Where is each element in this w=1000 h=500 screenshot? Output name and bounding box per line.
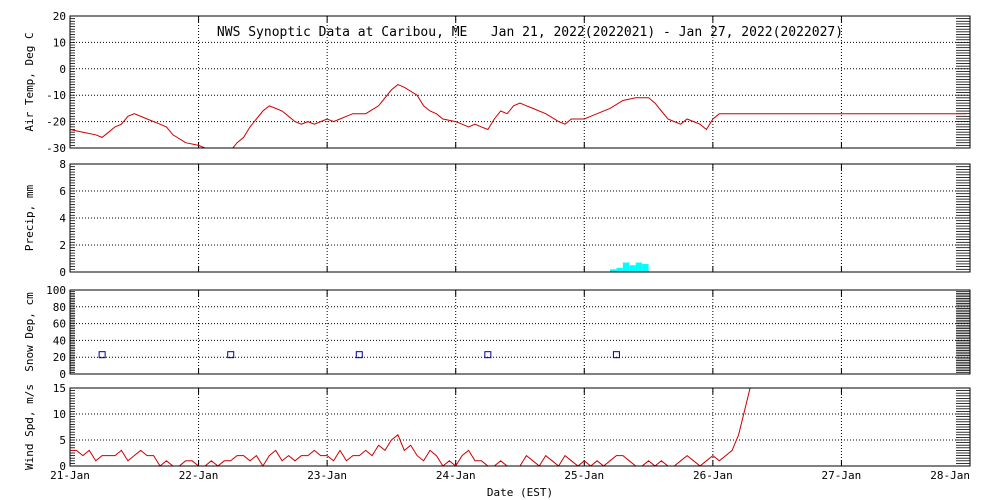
- series-group: [98, 351, 620, 359]
- panel-bar-1: 0 2 4 6 8 Precip, mm: [23, 158, 971, 279]
- y-tick-label: 8: [59, 158, 66, 171]
- y-tick-label: 0: [59, 63, 66, 76]
- series-group: [610, 262, 649, 272]
- precip-bar: [642, 263, 649, 272]
- x-axis-tick-labels: 21-Jan 22-Jan 23-Jan 24-Jan 25-Jan 26-Jan 27-J…: [50, 469, 970, 482]
- panel-frame: [69, 163, 971, 273]
- y-tick-label: 40: [53, 334, 66, 347]
- panel-line-3: 0 5 10 15 Wind Spd, m/s: [23, 382, 971, 473]
- precip-bar: [622, 262, 630, 272]
- y-tick-label: 20: [53, 10, 66, 23]
- x-axis-label: Date (EST): [487, 486, 553, 499]
- y-axis-label: Air Temp, Deg C: [23, 32, 36, 131]
- y-axis-label: Snow Dep, cm: [23, 292, 36, 372]
- y-tick-label: 4: [59, 212, 66, 225]
- x-tick-label: 24-Jan: [436, 469, 476, 482]
- y-tick-label: 0: [59, 460, 66, 473]
- series-group: [70, 84, 967, 148]
- precip-bar: [610, 269, 617, 272]
- y-tick-label: 60: [53, 318, 66, 331]
- chart-panels: -30 -20 -10 0 10 20 Air Temp, Deg C 0 2 4 6 8 Precip…: [23, 10, 971, 473]
- y-tick-label: 5: [59, 434, 66, 447]
- y-axis-label: Wind Spd, m/s: [23, 384, 36, 470]
- panel-frame: [69, 289, 971, 375]
- snow-depth-point: [484, 351, 492, 359]
- snow-depth-point: [98, 351, 106, 359]
- y-tick-label: -30: [46, 142, 66, 155]
- precip-bar: [629, 265, 636, 272]
- y-axis-label: Precip, mm: [23, 185, 36, 252]
- y-tick-label: -20: [46, 116, 66, 129]
- panel-scatter-2: 0 20 40 60 80 100 Snow Dep, cm: [23, 284, 971, 381]
- snow-depth-point: [612, 351, 620, 359]
- x-tick-label: 25-Jan: [564, 469, 604, 482]
- x-tick-label: 22-Jan: [179, 469, 219, 482]
- y-tick-label: 100: [46, 284, 66, 297]
- y-tick-label: 0: [59, 368, 66, 381]
- chart-title: NWS Synoptic Data at Caribou, ME Jan 21,…: [217, 25, 843, 40]
- y-tick-label: 2: [59, 239, 66, 252]
- panel-frame: [69, 387, 971, 467]
- y-tick-label: -10: [46, 89, 66, 102]
- series-group: [70, 388, 751, 466]
- panel-line-0: -30 -20 -10 0 10 20 Air Temp, Deg C: [23, 10, 971, 155]
- x-tick-label: 26-Jan: [693, 469, 733, 482]
- precip-bar: [616, 267, 623, 272]
- y-tick-label: 0: [59, 266, 66, 279]
- x-tick-label: 21-Jan: [50, 469, 90, 482]
- snow-depth-point: [355, 351, 363, 359]
- x-tick-label: 28-Jan: [930, 469, 970, 482]
- y-tick-label: 80: [53, 301, 66, 314]
- x-tick-label: 27-Jan: [822, 469, 862, 482]
- y-tick-label: 20: [53, 351, 66, 364]
- y-tick-label: 6: [59, 185, 66, 198]
- precip-bar: [635, 262, 643, 272]
- series-line: [70, 388, 751, 466]
- snow-depth-point: [227, 351, 235, 359]
- y-tick-label: 15: [53, 382, 66, 395]
- x-tick-label: 23-Jan: [307, 469, 347, 482]
- y-tick-label: 10: [53, 36, 66, 49]
- series-line: [70, 84, 967, 148]
- panel-frame: [69, 15, 971, 149]
- y-tick-label: 10: [53, 408, 66, 421]
